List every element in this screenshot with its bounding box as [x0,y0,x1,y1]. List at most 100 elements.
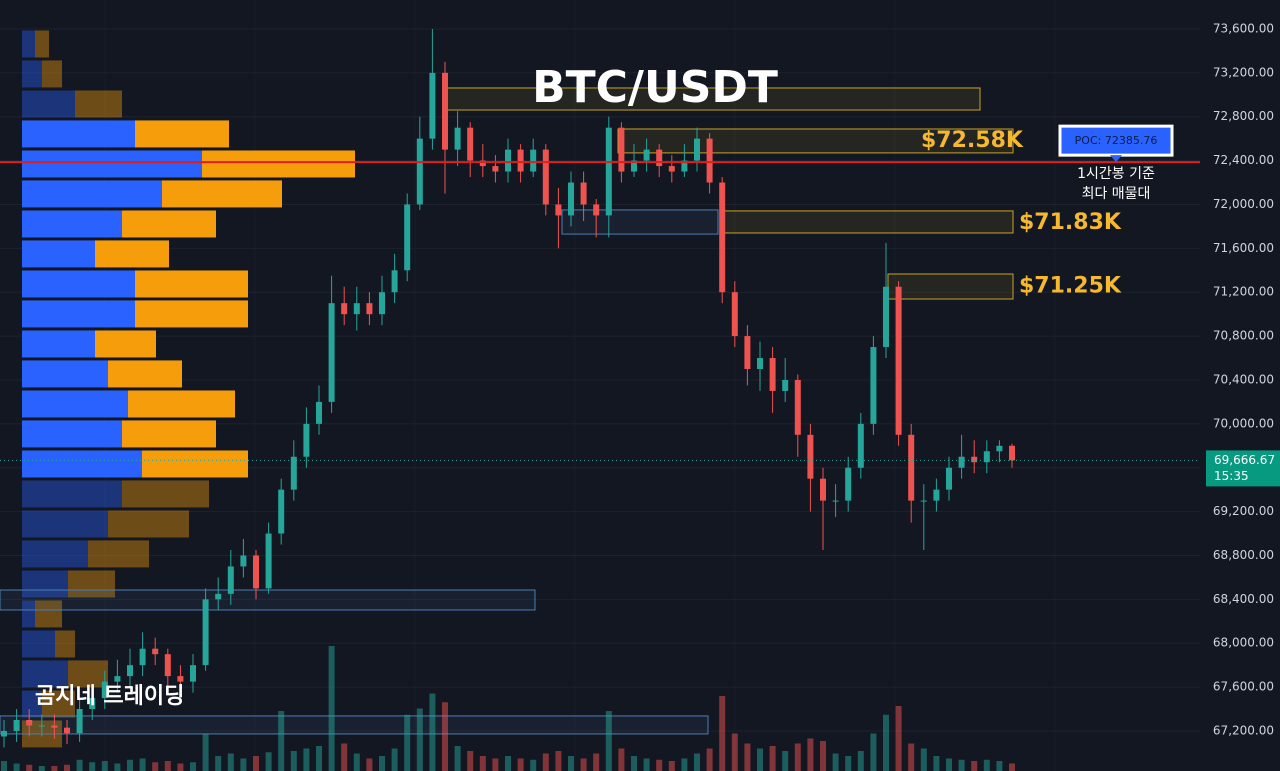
candle-body [656,149,663,167]
profile-sell [135,270,248,298]
candle-body [618,127,625,172]
volume-bar [983,759,990,771]
volume-bar [290,751,297,771]
volume-bar [404,714,411,771]
volume-bar [820,741,826,771]
candle-body [152,648,159,655]
profile-sell [55,630,75,658]
profile-sell [68,660,108,688]
candle-body [467,127,474,161]
volume-bar [643,758,650,771]
candle-body [542,149,549,205]
candle-body [227,566,234,594]
profile-sell [35,30,49,58]
profile-sell [135,120,229,148]
profile-buy [22,30,35,58]
candle-body [479,160,486,167]
poc-box [1058,124,1174,157]
volume-bar [391,748,398,771]
candle-body [303,423,310,457]
candle-body [454,127,461,150]
candle-body [38,725,45,727]
candle-body [845,467,852,501]
candle-body [379,292,385,315]
volume-bar [568,756,574,771]
volume-bar [38,766,45,771]
volume-bar [328,646,335,771]
candle-body [89,698,96,710]
candle-body [429,72,436,139]
profile-buy [22,60,42,88]
watermark: 곰지네 트레이딩 [35,684,184,709]
profile-sell [95,240,169,268]
volume-bar [152,762,159,771]
candle-body [580,182,587,205]
profile-buy [22,660,68,688]
volume-bar [379,756,385,771]
profile-buy [22,630,55,658]
volume-bar [215,756,222,771]
y-tick-label: 73,200.00 [1213,65,1274,79]
profile-buy [22,690,42,718]
profile-buy [22,540,88,568]
current-price-box [1206,450,1280,487]
profile-buy [22,390,128,418]
candle-body [416,138,423,205]
candle-body [731,292,738,337]
volume-bar [177,763,184,771]
volume-bar [618,748,625,771]
level-label: $71.25K [1019,274,1122,299]
y-tick-label: 71,200.00 [1213,285,1274,299]
volume-bar [517,758,524,771]
candle-body [127,665,133,677]
candle-body [1,730,7,737]
candle-body [668,166,675,172]
volume-bar [933,756,940,771]
volume-bar [908,743,915,771]
candle-body [290,456,297,490]
candle-body [517,149,524,172]
candle-body [505,149,511,172]
volume-bar [101,761,108,771]
y-tick-label: 68,000.00 [1213,636,1274,650]
candle-body [492,166,499,172]
candle-body [883,286,889,348]
volume-bar [316,746,322,771]
candle-body [996,445,1003,452]
zone [887,273,1014,300]
candle-body [202,599,209,666]
y-tick-label: 70,800.00 [1213,329,1274,343]
candle-body [404,204,411,271]
candle-body [744,336,751,369]
profile-sell [42,690,75,718]
poc-pointer [1110,155,1122,163]
candle-body [139,648,146,666]
countdown-label: 15:35 [1214,469,1249,483]
y-tick-label: 72,800.00 [1213,109,1274,123]
volume-bar [253,756,259,771]
volume-bar [13,763,20,771]
volume-bar [857,751,864,771]
candle-body [895,286,902,435]
level-label: $72.58K [921,128,1024,153]
volume-bar [353,753,360,771]
y-tick-label: 70,400.00 [1213,372,1274,386]
volume-bar [492,758,499,771]
candle-body [857,423,864,468]
volume-bar [467,751,474,771]
volume-bar [454,746,461,771]
candle-body [353,303,360,315]
volume-bar [442,702,448,771]
zone [0,589,536,611]
profile-buy [22,480,122,508]
candle-body [870,347,877,424]
candle-body [215,593,222,600]
candle-body [908,434,915,501]
y-tick-label: 67,600.00 [1213,680,1274,694]
volume-bar [265,752,272,771]
volume-bar [51,766,58,771]
volume-bar [190,762,196,771]
volume-bar [227,753,234,771]
volume-bar [631,756,637,771]
volume-bar [479,756,486,771]
